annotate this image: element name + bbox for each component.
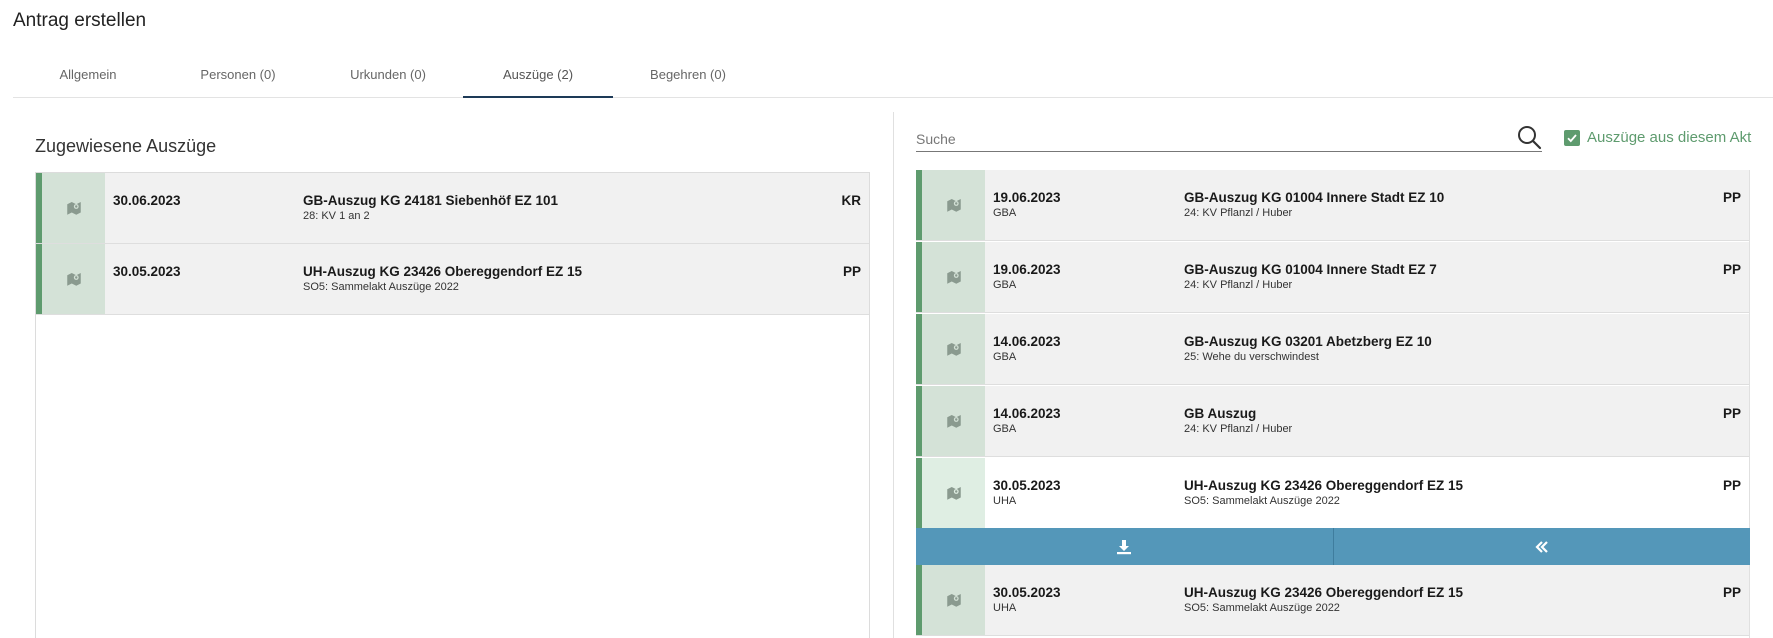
available-row[interactable]: 14.06.2023 GBA GB-Auszug KG 03201 Abetzb… xyxy=(916,314,1749,385)
available-row[interactable]: 30.05.2023 UHA UH-Auszug KG 23426 Obereg… xyxy=(916,565,1749,636)
double-chevron-left-icon xyxy=(1535,540,1548,553)
row-date: 19.06.2023 xyxy=(993,262,1061,277)
available-row[interactable]: 14.06.2023 GBA GB Auszug 24: KV Pflanzl … xyxy=(916,386,1749,457)
tab-auszuege[interactable]: Auszüge (2) xyxy=(463,58,613,98)
row-date: 30.06.2023 xyxy=(113,193,181,208)
available-row[interactable]: 19.06.2023 GBA GB-Auszug KG 01004 Innere… xyxy=(916,170,1749,241)
row-code: KR xyxy=(841,193,862,208)
search-input[interactable] xyxy=(916,128,1506,150)
row-subtitle: 24: KV Pflanzl / Huber xyxy=(1184,279,1293,291)
filter-checkbox[interactable] xyxy=(1564,129,1580,146)
available-list: 19.06.2023 GBA GB-Auszug KG 01004 Innere… xyxy=(916,170,1750,638)
map-marker-icon xyxy=(66,273,81,286)
tab-personen[interactable]: Personen (0) xyxy=(200,67,276,82)
row-status-stripe xyxy=(916,314,922,384)
row-status-stripe xyxy=(916,565,922,635)
search-icon[interactable] xyxy=(1516,124,1542,150)
map-marker-icon xyxy=(946,199,961,212)
tab-allgemein[interactable]: Allgemein xyxy=(59,67,117,82)
filter-label: Auszüge aus diesem Akt xyxy=(1587,129,1752,146)
row-subtitle: 25: Wehe du verschwindest xyxy=(1184,351,1319,363)
row-date: 19.06.2023 xyxy=(993,190,1061,205)
search-field xyxy=(916,126,1542,152)
row-subtitle: 24: KV Pflanzl / Huber xyxy=(1184,423,1293,435)
checkmark-icon xyxy=(1567,133,1577,142)
row-date: 30.05.2023 xyxy=(113,264,181,279)
available-row[interactable]: 19.06.2023 GBA GB-Auszug KG 01004 Innere… xyxy=(916,242,1749,313)
row-title: UH-Auszug KG 23426 Obereggendorf EZ 15 xyxy=(303,264,583,279)
assigned-row[interactable]: 30.06.2023 GB-Auszug KG 24181 Siebenhöf … xyxy=(36,173,869,244)
tab-bar: Allgemein Personen (0) Urkunden (0) Ausz… xyxy=(13,58,1773,98)
row-status-stripe xyxy=(36,244,42,314)
row-status-stripe xyxy=(916,170,922,240)
assigned-section-title: Zugewiesene Auszüge xyxy=(35,136,217,156)
row-code: PP xyxy=(1722,406,1741,421)
row-icon-cell xyxy=(922,242,985,312)
row-code: PP xyxy=(1722,478,1741,493)
row-icon-cell xyxy=(922,458,985,528)
map-marker-icon xyxy=(66,202,81,215)
map-marker-icon xyxy=(946,343,961,356)
row-type: UHA xyxy=(993,602,1017,614)
row-type: GBA xyxy=(993,351,1017,363)
row-action-bar xyxy=(916,528,1750,565)
filter-toggle[interactable]: Auszüge aus diesem Akt xyxy=(1564,129,1751,146)
map-marker-icon xyxy=(946,594,961,607)
download-button[interactable] xyxy=(916,528,1333,565)
page-title: Antrag erstellen xyxy=(13,10,147,31)
row-subtitle: SO5: Sammelakt Auszüge 2022 xyxy=(303,281,459,293)
tab-begehren[interactable]: Begehren (0) xyxy=(650,67,726,82)
map-marker-icon xyxy=(946,271,961,284)
row-subtitle: SO5: Sammelakt Auszüge 2022 xyxy=(1184,602,1340,614)
row-icon-cell xyxy=(922,314,985,384)
tab-urkunden[interactable]: Urkunden (0) xyxy=(350,67,426,82)
row-title: GB-Auszug KG 01004 Innere Stadt EZ 7 xyxy=(1184,262,1437,277)
row-icon-cell xyxy=(922,170,985,240)
assigned-row[interactable]: 30.05.2023 UH-Auszug KG 23426 Obereggend… xyxy=(36,244,869,315)
row-subtitle: 28: KV 1 an 2 xyxy=(303,210,370,222)
row-status-stripe xyxy=(36,173,42,243)
row-status-stripe xyxy=(916,458,922,528)
map-marker-icon xyxy=(946,415,961,428)
row-title: GB-Auszug KG 03201 Abetzberg EZ 10 xyxy=(1184,334,1432,349)
row-type: UHA xyxy=(993,495,1017,507)
row-type: GBA xyxy=(993,279,1017,291)
row-title: GB-Auszug KG 24181 Siebenhöf EZ 101 xyxy=(303,193,559,208)
map-marker-icon xyxy=(946,487,961,500)
row-type: GBA xyxy=(993,207,1017,219)
assign-button[interactable] xyxy=(1332,528,1751,565)
row-icon-cell xyxy=(42,244,105,314)
row-title: UH-Auszug KG 23426 Obereggendorf EZ 15 xyxy=(1184,478,1464,493)
row-icon-cell xyxy=(922,565,985,635)
row-icon-cell xyxy=(922,386,985,456)
row-code: PP xyxy=(1722,190,1741,205)
row-code: PP xyxy=(1722,262,1741,277)
row-date: 14.06.2023 xyxy=(993,406,1061,421)
row-date: 14.06.2023 xyxy=(993,334,1061,349)
available-row-selected[interactable]: 30.05.2023 UHA UH-Auszug KG 23426 Obereg… xyxy=(916,458,1749,529)
row-status-stripe xyxy=(916,242,922,312)
row-date: 30.05.2023 xyxy=(993,585,1061,600)
row-subtitle: 24: KV Pflanzl / Huber xyxy=(1184,207,1293,219)
panel-divider xyxy=(893,112,894,638)
row-subtitle: SO5: Sammelakt Auszüge 2022 xyxy=(1184,495,1340,507)
row-code: PP xyxy=(842,264,861,279)
row-type: GBA xyxy=(993,423,1017,435)
row-date: 30.05.2023 xyxy=(993,478,1061,493)
row-status-stripe xyxy=(916,386,922,456)
row-icon-cell xyxy=(42,173,105,243)
assigned-list: 30.06.2023 GB-Auszug KG 24181 Siebenhöf … xyxy=(35,172,870,638)
row-title: GB-Auszug KG 01004 Innere Stadt EZ 10 xyxy=(1184,190,1445,205)
download-icon xyxy=(1117,539,1132,554)
row-title: GB Auszug xyxy=(1184,406,1257,421)
row-code: PP xyxy=(1722,585,1741,600)
row-title: UH-Auszug KG 23426 Obereggendorf EZ 15 xyxy=(1184,585,1464,600)
